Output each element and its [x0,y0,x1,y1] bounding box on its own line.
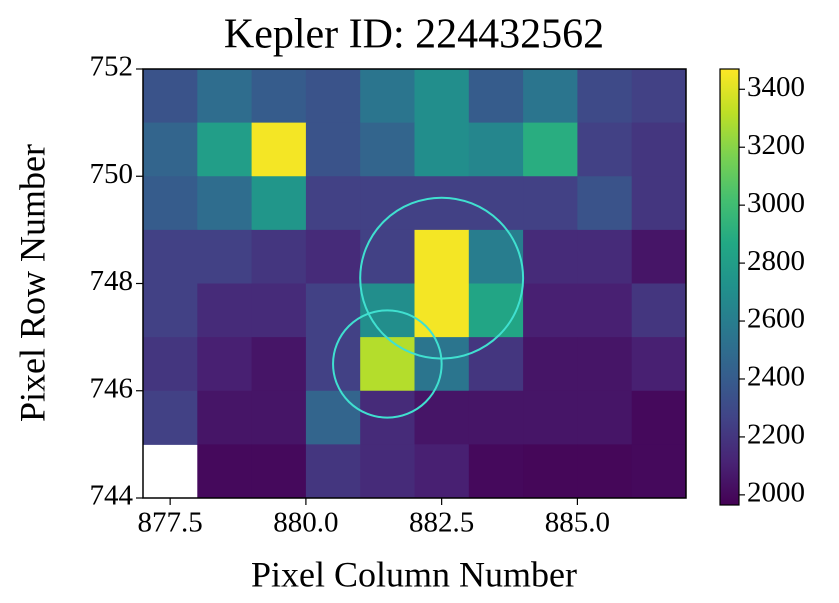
heatmap-cell [523,284,578,338]
heatmap-cell [469,337,524,391]
heatmap-cell [252,444,307,498]
heatmap-cell [306,123,361,177]
heatmap-cell [523,176,578,230]
heatmap-cell [252,230,307,284]
colorbar-tick-label: 3400 [747,71,805,103]
heatmap-cell [577,123,632,177]
colorbar-tick-label: 2800 [747,245,805,277]
heatmap-cell [143,230,198,284]
heatmap-cell [306,69,361,123]
heatmap-cell [252,176,307,230]
heatmap-cell [360,337,415,391]
heatmap-cell [306,230,361,284]
heatmap-cell [577,284,632,338]
heatmap-cell [632,69,687,123]
heatmap-cell [415,123,470,177]
heatmap-cell [360,176,415,230]
heatmap-cell [523,230,578,284]
heatmap-cell [197,391,252,445]
heatmap-cell [143,69,198,123]
heatmap-cell [197,230,252,284]
heatmap-cell [415,176,470,230]
colorbar [720,69,739,505]
heatmap-cell [143,176,198,230]
heatmap-cell [632,391,687,445]
heatmap-cell [632,337,687,391]
heatmap-cell [632,230,687,284]
heatmap-cell [252,123,307,177]
heatmap-cell [632,444,687,498]
colorbar-tick-label: 2000 [747,477,805,509]
heatmap-cell [415,444,470,498]
heatmap-cell [577,230,632,284]
heatmap-cell [197,176,252,230]
y-tick-label: 752 [90,51,134,83]
y-tick-label: 750 [90,158,134,190]
heatmap-cell [306,444,361,498]
colorbar-tick-label: 3000 [747,187,805,219]
heatmap-cell [143,337,198,391]
heatmap-cell [252,284,307,338]
heatmap-cell [469,69,524,123]
heatmap-cell [415,391,470,445]
heatmap-cell [197,337,252,391]
heatmap-cell [143,123,198,177]
heatmap-cell [523,123,578,177]
heatmap-cell [523,391,578,445]
x-axis-label: Pixel Column Number [251,554,577,594]
heatmap-cell [143,284,198,338]
heatmap-cell [306,391,361,445]
heatmap-cell [143,391,198,445]
heatmap-cell [197,284,252,338]
heatmap-cell [632,176,687,230]
heatmap-cell [469,230,524,284]
heatmap-cell [577,69,632,123]
y-tick-label: 748 [90,265,134,297]
heatmap-cell [415,230,470,284]
heatmap-cell [415,284,470,338]
heatmap-cell [197,69,252,123]
heatmap-cell [306,176,361,230]
heatmap-cell [577,391,632,445]
heatmap-cell [632,284,687,338]
heatmap-cell [197,123,252,177]
heatmap-cell [577,444,632,498]
colorbar-tick-label: 2400 [747,361,805,393]
heatmap-cell [523,337,578,391]
heatmap-cell [252,391,307,445]
x-tick-label: 880.0 [273,507,338,539]
x-tick-label: 877.5 [138,507,203,539]
colorbar-tick-label: 2600 [747,303,805,335]
chart-title: Kepler ID: 224432562 [224,12,604,58]
heatmap-cell [523,444,578,498]
heatmap-cell [577,176,632,230]
heatmap-cell [252,337,307,391]
heatmap-cell [415,69,470,123]
y-tick-label: 746 [90,372,134,404]
heatmap-cell [360,69,415,123]
x-tick-label: 882.5 [409,507,474,539]
heatmap-cell [469,123,524,177]
heatmap-cell [469,176,524,230]
colorbar-tick-label: 2200 [747,419,805,451]
heatmap-cell [360,444,415,498]
heatmap-cell [469,444,524,498]
y-axis-label: Pixel Row Number [12,144,52,422]
y-tick-label: 744 [90,480,134,512]
heatmap-cell [469,391,524,445]
heatmap-cell [306,284,361,338]
heatmap-cell [360,123,415,177]
heatmap-cell [197,444,252,498]
heatmap-cell [523,69,578,123]
heatmap-cell [252,69,307,123]
x-tick-label: 885.0 [545,507,610,539]
chart: Kepler ID: 224432562 Pixel Column Number… [0,0,839,603]
heatmap-cell [632,123,687,177]
heatmap-cell [577,337,632,391]
colorbar-tick-label: 3200 [747,129,805,161]
heatmap-cell [360,230,415,284]
